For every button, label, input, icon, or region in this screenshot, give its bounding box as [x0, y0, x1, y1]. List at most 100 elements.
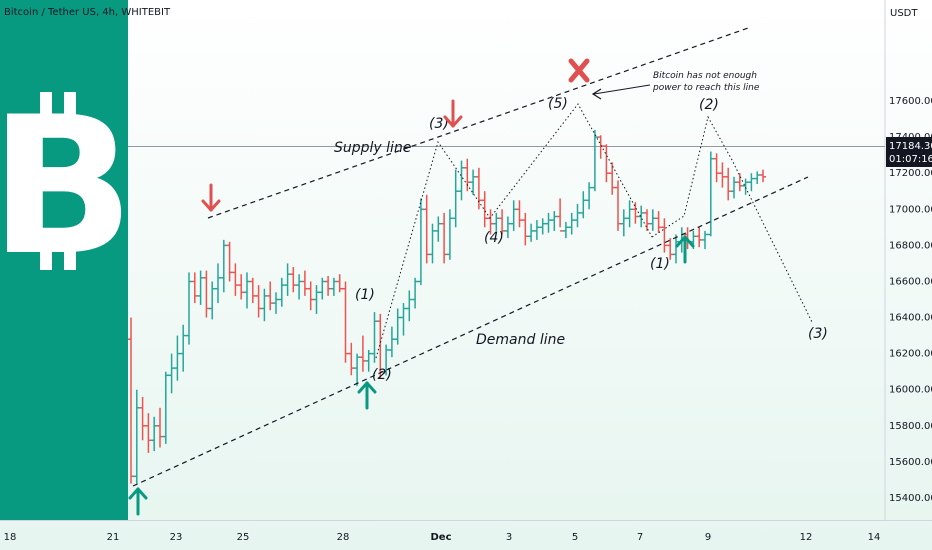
wave-label-b1: (1)	[650, 256, 670, 272]
x-tick-label: 12	[800, 532, 813, 543]
candle	[580, 191, 587, 219]
candle	[232, 263, 239, 296]
candle	[238, 274, 245, 300]
y-tick-label: 17200.00	[889, 168, 932, 179]
candle	[649, 209, 656, 231]
chart-title: Bitcoin / Tether US, 4h, WHITEBIT	[4, 7, 171, 18]
note-line-2: power to reach this line	[652, 83, 760, 93]
candle	[475, 167, 482, 210]
candle	[522, 212, 529, 246]
candle	[626, 200, 633, 228]
x-tick-label: 21	[107, 532, 120, 543]
y-tick-label: 17600.00	[889, 96, 932, 107]
candle	[220, 239, 227, 293]
y-tick-label: 16200.00	[889, 349, 932, 360]
candle	[429, 223, 436, 264]
candle	[736, 173, 743, 192]
candle	[591, 129, 598, 192]
note-arrow-head-icon	[591, 88, 602, 100]
candle	[481, 191, 488, 228]
arrow-up-icon	[675, 235, 695, 264]
candle	[168, 353, 175, 394]
arrow-down-icon	[443, 99, 463, 128]
wave-label-b3: (3)	[808, 326, 828, 342]
wave-label-3: (3)	[429, 116, 449, 132]
supply-trendline[interactable]	[207, 27, 749, 219]
candle	[354, 353, 361, 387]
arrow-up-icon	[357, 381, 377, 410]
x-axis: 18 21 23 25 28 Dec 3 5 7 9 12 14	[4, 532, 881, 543]
candle	[644, 209, 650, 231]
candle	[267, 281, 274, 311]
candle	[174, 335, 181, 381]
candle	[713, 153, 720, 183]
candle	[742, 178, 749, 195]
x-tick-label: 23	[170, 532, 183, 543]
candle	[400, 303, 407, 336]
candle	[203, 270, 210, 318]
candle	[394, 308, 401, 345]
candle	[574, 203, 581, 228]
candle	[423, 194, 430, 264]
candle	[290, 267, 297, 293]
bitcoin-logo-icon: B	[0, 76, 134, 297]
y-tick-label: 16000.00	[889, 385, 932, 396]
candle	[568, 212, 575, 235]
candle	[365, 350, 372, 372]
candle	[342, 281, 349, 363]
candle	[696, 227, 703, 248]
candle	[667, 238, 674, 260]
candle	[528, 223, 535, 242]
candle	[702, 230, 708, 249]
candle	[760, 169, 766, 183]
candle	[441, 212, 448, 264]
candle	[638, 205, 645, 228]
candle	[180, 324, 187, 372]
candle	[603, 144, 610, 183]
price-badge-value: 17184.30	[889, 141, 932, 152]
wave-path-completed	[375, 103, 653, 359]
candle	[412, 277, 419, 309]
candle	[244, 272, 250, 309]
arrow-up-icon	[128, 487, 148, 516]
candle	[255, 285, 262, 318]
demand-line-label: Demand line	[476, 332, 565, 348]
candle	[504, 216, 511, 239]
candle	[615, 180, 621, 231]
candle	[128, 317, 134, 484]
candle	[719, 162, 726, 188]
y-tick-label: 15800.00	[889, 421, 932, 432]
candle	[359, 335, 366, 372]
candle	[655, 211, 662, 233]
y-tick-label: 16800.00	[889, 240, 932, 251]
candle	[388, 326, 395, 358]
cross-icon	[568, 58, 590, 83]
candle	[330, 277, 337, 296]
x-tick-label: 25	[237, 532, 250, 543]
y-tick-label: 16400.00	[889, 313, 932, 324]
candle	[609, 162, 616, 195]
candle	[301, 270, 308, 296]
demand-trendline[interactable]	[132, 176, 809, 487]
candle	[133, 389, 140, 484]
y-tick-label: 16600.00	[889, 277, 932, 288]
x-tick-label: 18	[4, 532, 17, 543]
candle	[284, 263, 291, 296]
x-tick-label: 5	[572, 532, 578, 543]
wave-label-a2: (2)	[372, 367, 392, 383]
candle	[336, 274, 343, 293]
candle	[510, 200, 517, 231]
candle	[157, 407, 163, 448]
candle	[348, 342, 355, 376]
currency-label: USDT	[890, 8, 918, 19]
x-tick-label: 7	[637, 532, 643, 543]
candle	[145, 413, 152, 453]
candle	[162, 371, 169, 444]
candle	[557, 198, 564, 232]
candle	[307, 281, 314, 311]
candle	[325, 276, 332, 296]
candle	[319, 277, 326, 300]
